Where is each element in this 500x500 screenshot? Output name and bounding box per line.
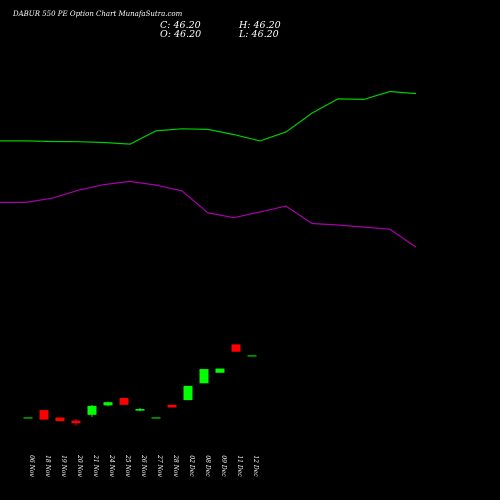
- candle-up: [151, 417, 161, 419]
- x-tick-label: 24 Nov: [108, 454, 115, 477]
- candle-down: [231, 344, 241, 352]
- x-tick-label: 06 Nov: [28, 455, 35, 477]
- x-tick-label: 20 Nov: [76, 454, 83, 477]
- chart-title: DABUR 550 PE Option Chart MunafaSutra.co…: [13, 10, 183, 18]
- candle-up: [87, 405, 97, 415]
- candle-down: [167, 404, 177, 408]
- candle-up: [215, 368, 225, 373]
- candle-up: [23, 417, 33, 419]
- candle-down: [119, 398, 129, 405]
- high-value: H: 46.20: [239, 20, 281, 31]
- x-tick-label: 21 Nov: [92, 454, 99, 477]
- candle-down: [71, 420, 81, 424]
- open-value: O: 46.20: [160, 29, 202, 40]
- x-tick-label: 19 Nov: [60, 455, 67, 477]
- x-tick-label: 26 Nov: [140, 454, 147, 477]
- candle-up: [199, 369, 209, 384]
- candle-up: [183, 385, 193, 401]
- lower-overlay-line: [0, 180, 417, 248]
- candle-down: [55, 417, 65, 422]
- x-tick-label: 25 Nov: [124, 454, 131, 477]
- upper-overlay-line: [0, 90, 417, 145]
- x-tick-label: 09 Dec: [220, 455, 227, 477]
- close-value: C: 46.20: [160, 20, 201, 31]
- candle-up: [247, 355, 257, 357]
- x-tick-label: 08 Dec: [204, 455, 211, 477]
- x-tick-label: 18 Nov: [44, 455, 51, 477]
- x-tick-label: 11 Dec: [236, 455, 243, 477]
- x-tick-label: 12 Dec: [252, 455, 259, 477]
- candle-up: [135, 409, 145, 411]
- candle-down: [39, 410, 49, 420]
- x-tick-label: 27 Nov: [156, 454, 163, 477]
- x-tick-label: 02 Dec: [188, 455, 195, 477]
- low-value: L: 46.20: [239, 29, 279, 40]
- x-tick-label: 28 Nov: [172, 454, 179, 477]
- candle-up: [103, 402, 113, 406]
